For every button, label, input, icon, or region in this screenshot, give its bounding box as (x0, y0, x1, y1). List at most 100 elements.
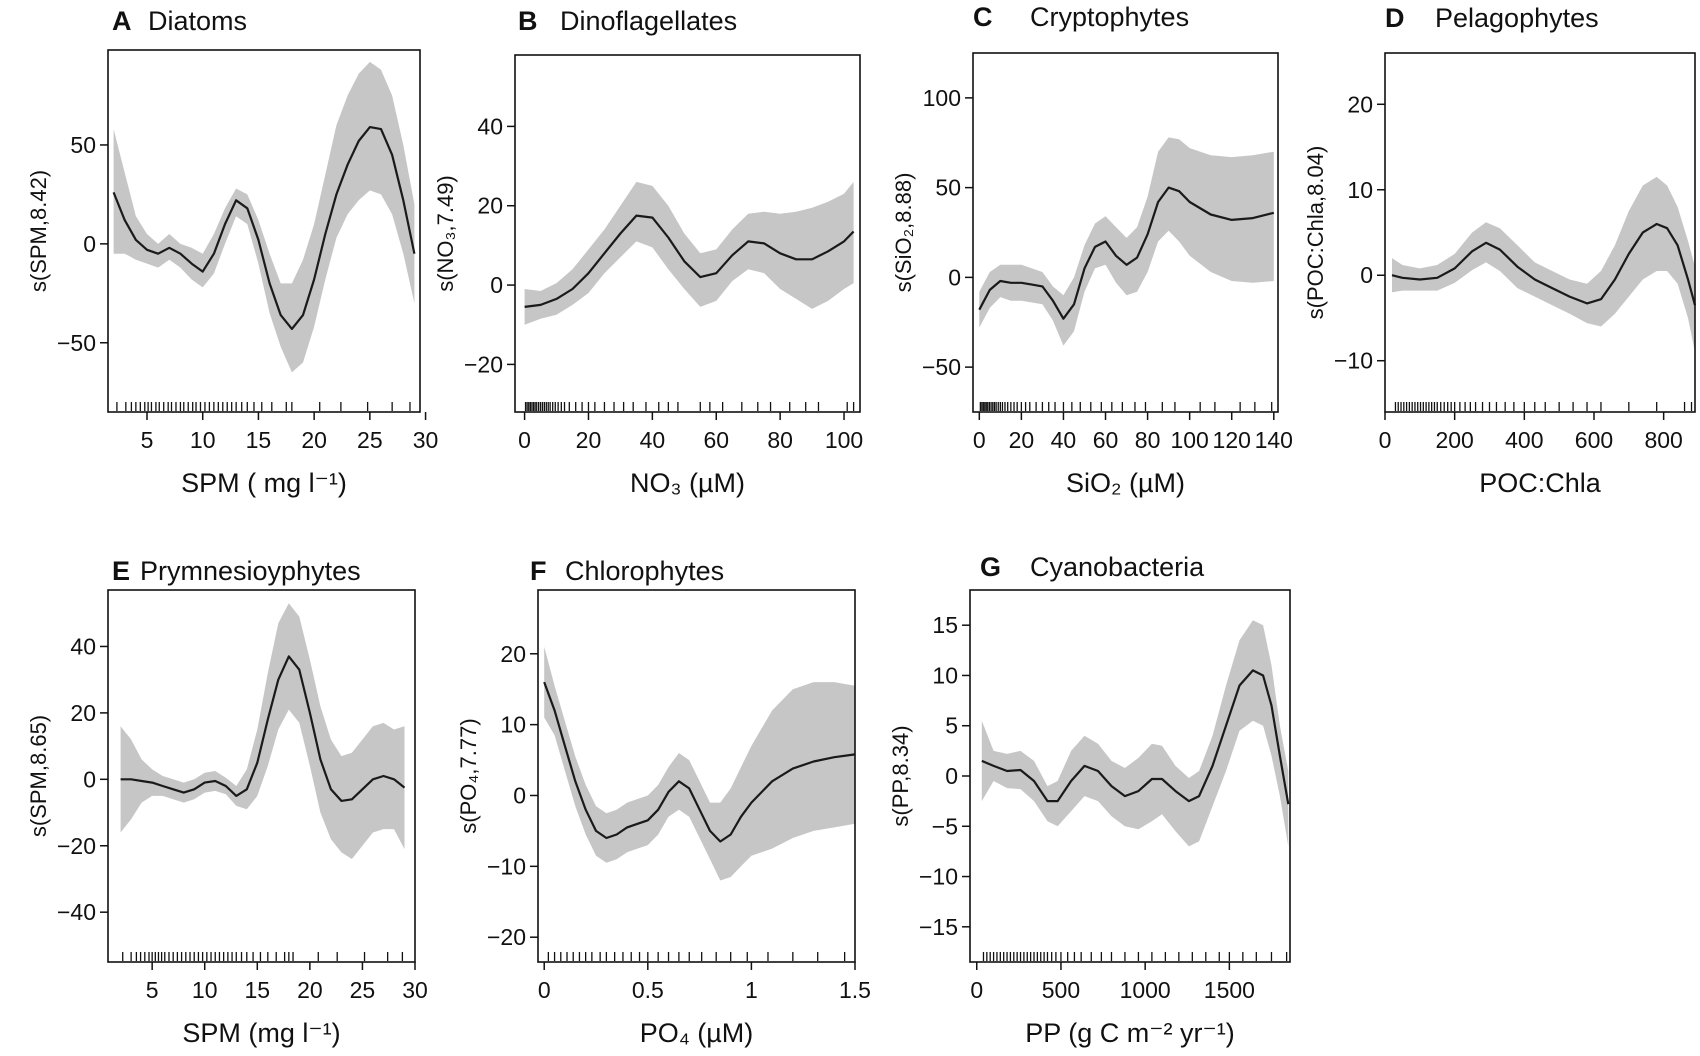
y-axis-label: s(POC:Chla,8.04) (1303, 146, 1328, 320)
y-tick-label: −20 (464, 351, 503, 377)
panel-letter: B (518, 6, 538, 36)
x-tick-label: 400 (1505, 427, 1543, 453)
panel-title: Pelagophytes (1435, 3, 1599, 33)
y-tick-label: 10 (500, 712, 526, 738)
x-tick-label: 1.5 (839, 977, 871, 1003)
y-tick-label: 0 (948, 264, 961, 290)
x-tick-label: 0 (973, 427, 986, 453)
confidence-band (524, 181, 854, 325)
x-tick-label: 30 (402, 977, 428, 1003)
panel-title: Prymnesioyphytes (140, 556, 361, 586)
y-tick-label: 50 (935, 175, 961, 201)
x-tick-label: 80 (1135, 427, 1161, 453)
plot-frame (107, 589, 416, 963)
plot-frame (514, 54, 861, 413)
y-tick-label: 0 (83, 766, 96, 792)
x-tick-label: 120 (1213, 427, 1251, 453)
rug-marks (524, 402, 855, 411)
fit-line (120, 655, 406, 803)
y-tick-label: 0 (513, 782, 526, 808)
y-tick-label: −50 (922, 354, 961, 380)
panel-letter: C (973, 2, 993, 32)
panel-letter: G (980, 552, 1001, 582)
rug-marks (116, 402, 411, 411)
confidence-band (113, 61, 415, 373)
x-tick-label: 1500 (1204, 977, 1255, 1003)
y-tick-label: −20 (487, 924, 526, 950)
x-tick-label: 0 (970, 977, 983, 1003)
confidence-band (1392, 176, 1695, 353)
fit-line (978, 186, 1275, 320)
x-tick-label: 0 (538, 977, 551, 1003)
plot-frame (537, 589, 856, 963)
y-tick-label: 50 (70, 132, 96, 158)
panel-title: Diatoms (148, 6, 247, 36)
panel-title: Chlorophytes (565, 556, 724, 586)
y-tick-label: 5 (945, 713, 958, 739)
x-tick-label: 500 (1042, 977, 1080, 1003)
x-axis-label: SiO₂ (µM) (1066, 468, 1185, 498)
x-tick-label: 40 (640, 427, 666, 453)
y-tick-label: −10 (1334, 348, 1373, 374)
rug-marks (979, 402, 1273, 411)
y-axis-label: s(PO₄,7.77) (456, 718, 481, 833)
x-tick-label: 60 (1093, 427, 1119, 453)
rug-marks (1394, 402, 1693, 411)
panel-title: Dinoflagellates (560, 6, 737, 36)
panel-diatoms: 5 10 15 20 25 30 −50 0 50 SPM ( mg l⁻¹) s(SPM,8.42… (26, 6, 438, 498)
plot-frame (107, 49, 421, 413)
y-axis-label: s(SPM,8.65) (26, 715, 51, 837)
panel-title: Cryptophytes (1030, 2, 1189, 32)
panel-letter: D (1385, 3, 1405, 33)
y-tick-label: 20 (70, 700, 96, 726)
x-tick-label: 5 (146, 977, 159, 1003)
x-tick-label: 10 (192, 977, 218, 1003)
y-tick-label: 20 (500, 641, 526, 667)
panel-letter: F (530, 556, 547, 586)
x-tick-label: 20 (576, 427, 602, 453)
x-tick-label: 0 (1379, 427, 1392, 453)
y-tick-label: 40 (477, 113, 503, 139)
rug-marks (122, 952, 404, 961)
fit-line (981, 669, 1290, 805)
x-tick-label: 30 (413, 427, 439, 453)
x-tick-label: 20 (297, 977, 323, 1003)
x-tick-label: 25 (357, 427, 383, 453)
y-tick-label: −15 (919, 914, 958, 940)
panel-letter: E (112, 556, 130, 586)
x-tick-label: 80 (767, 427, 793, 453)
x-tick-label: 60 (703, 427, 729, 453)
x-tick-label: 600 (1575, 427, 1613, 453)
y-tick-label: 20 (477, 193, 503, 219)
x-tick-label: 10 (190, 427, 216, 453)
x-tick-label: 800 (1644, 427, 1682, 453)
y-axis-label: s(SPM,8.42) (26, 170, 51, 292)
x-tick-label: 0 (518, 427, 531, 453)
fit-line (543, 681, 856, 843)
x-axis-label: SPM ( mg l⁻¹) (181, 468, 347, 498)
y-tick-label: 0 (83, 231, 96, 257)
y-tick-label: 0 (490, 272, 503, 298)
x-tick-label: 1 (745, 977, 758, 1003)
y-tick-label: 10 (932, 662, 958, 688)
plot-frame (1384, 52, 1696, 413)
confidence-band (544, 646, 855, 881)
y-tick-label: 100 (923, 85, 961, 111)
confidence-band (120, 603, 405, 859)
confidence-band (981, 620, 1289, 847)
y-tick-label: −5 (932, 813, 958, 839)
x-axis-label: NO₃ (µM) (630, 468, 745, 498)
y-axis-label: s(NO₃,7.49) (433, 175, 458, 292)
panel-pelagophytes: 0 200 400 600 800 −10 0 10 20 POC:Chla s(POC:Chla,… (1303, 3, 1697, 498)
fit-line (524, 214, 855, 308)
y-tick-label: 20 (1347, 91, 1373, 117)
y-tick-label: 0 (945, 763, 958, 789)
panel-chlorophytes: 0 0.5 1 1.5 −20 −10 0 10 20 PO₄ (µM) s(PO₄,7.77) F C… (456, 556, 871, 1048)
x-tick-label: 200 (1435, 427, 1473, 453)
rug-marks (982, 952, 1288, 961)
x-tick-label: 20 (301, 427, 327, 453)
y-axis-label: s(PP,8.34) (888, 725, 913, 826)
x-tick-label: 0.5 (632, 977, 664, 1003)
y-axis-label: s(SiO₂,8.88) (891, 173, 916, 293)
